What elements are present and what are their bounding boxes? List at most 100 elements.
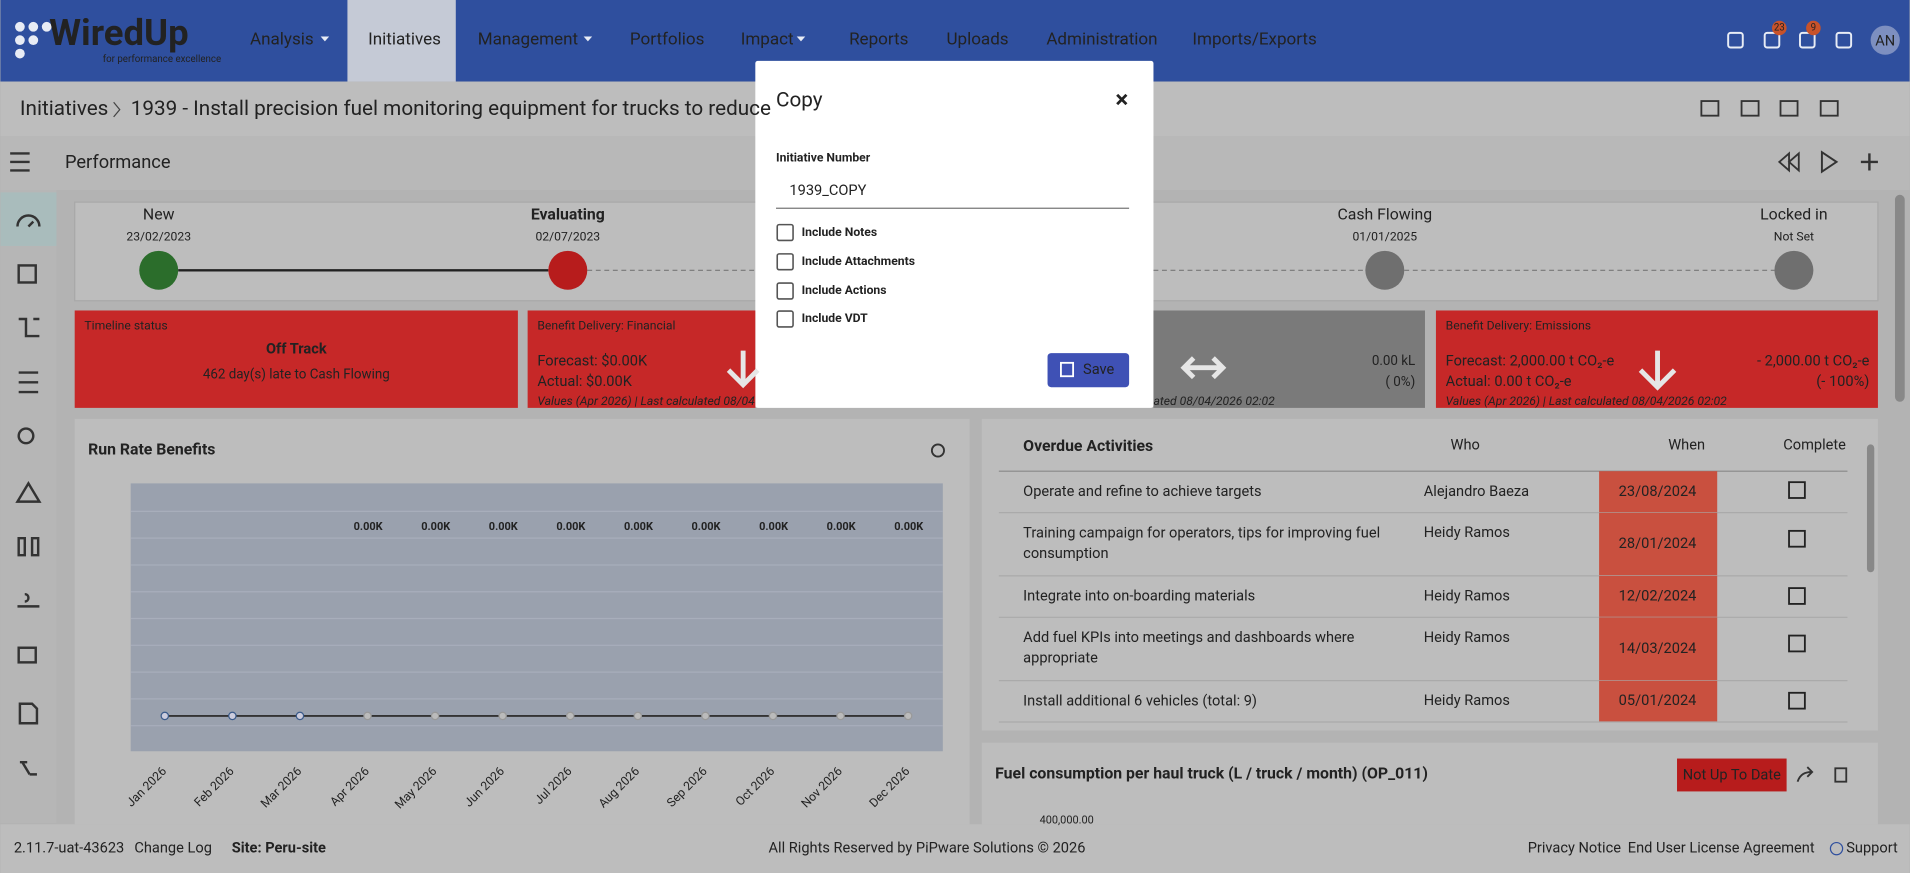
dropdown-caret [320, 36, 330, 42]
complete-checkbox[interactable] [1788, 529, 1806, 548]
nav-item[interactable]: Administration [1046, 30, 1157, 50]
sidebar-active [0, 192, 57, 246]
complete-checkbox[interactable] [1788, 587, 1806, 605]
table-header: Complete [1783, 435, 1846, 453]
point [903, 711, 913, 721]
logo: WiredUp [49, 11, 189, 54]
nav-item[interactable]: Initiatives [368, 30, 441, 50]
toolbar-icon[interactable] [1700, 100, 1720, 117]
link[interactable]: Support [1846, 839, 1898, 857]
panel-title: Run Rate Benefits [88, 440, 215, 459]
point [565, 711, 575, 721]
nav-item[interactable]: Analysis [250, 30, 314, 50]
point [430, 711, 440, 721]
rewind[interactable] [1777, 151, 1800, 173]
table-header: When [1668, 435, 1705, 453]
nav-active [347, 0, 456, 82]
point [768, 711, 778, 721]
toolbar-icon[interactable] [1819, 100, 1839, 117]
nav-icon[interactable] [1727, 31, 1744, 49]
checkbox[interactable] [776, 310, 794, 328]
nav-item[interactable]: Portfolios [630, 30, 705, 50]
card-forecast: Forecast: $0.00K [537, 351, 648, 369]
who: Heidy Ramos [1424, 628, 1510, 646]
data-label: 0.00K [759, 520, 789, 533]
checkbox[interactable] [776, 223, 794, 242]
arrow-down [1638, 350, 1677, 391]
card-percent: (- 100%) [1816, 372, 1869, 390]
when-cell [1599, 471, 1718, 513]
dropdown-caret [796, 36, 806, 42]
plus[interactable] [1860, 153, 1878, 171]
stage-name: New [143, 205, 175, 224]
nav-icon[interactable] [1799, 31, 1816, 49]
status-text: Not Up To Date [1683, 765, 1781, 783]
link[interactable]: Change Log [134, 839, 212, 857]
who: Heidy Ramos [1424, 586, 1510, 604]
stage-date: 23/02/2023 [126, 230, 191, 244]
badge-text: 9 [1811, 23, 1816, 34]
point [228, 711, 237, 721]
share-icon[interactable] [1796, 766, 1814, 783]
badge-text: 23 [1774, 23, 1785, 34]
breadcrumb-title: 1939 - Install precision fuel monitoring… [131, 97, 771, 121]
trash-icon[interactable] [1834, 767, 1848, 783]
data-label: 0.00K [894, 520, 924, 533]
save-label[interactable]: Save [1083, 360, 1114, 378]
stage-date: 01/01/2025 [1352, 230, 1417, 244]
support-icon [1829, 841, 1844, 856]
checkbox[interactable] [776, 282, 794, 300]
overdue-panel [981, 418, 1878, 731]
stage-dot [139, 250, 179, 290]
nav-item[interactable]: Reports [849, 30, 908, 50]
complete-checkbox[interactable] [1788, 634, 1806, 653]
modal-title: Copy [776, 89, 823, 113]
modal-close[interactable]: × [1115, 84, 1128, 113]
point [836, 711, 845, 721]
link[interactable]: End User License Agreement [1628, 839, 1815, 857]
card-title: Benefit Delivery: Emissions [1446, 319, 1591, 333]
avatar[interactable] [1870, 25, 1900, 55]
nav-item[interactable]: Imports/Exports [1192, 30, 1316, 50]
status-chip [1677, 758, 1787, 792]
data-label: 0.00K [556, 520, 586, 533]
nav-item[interactable]: Impact [741, 30, 794, 50]
link[interactable]: Privacy Notice [1528, 839, 1622, 857]
complete-checkbox[interactable] [1788, 691, 1806, 710]
toolbar-icon[interactable] [1779, 100, 1799, 117]
breadcrumb-root[interactable]: Initiatives [20, 97, 108, 121]
card [1153, 310, 1425, 408]
avatar-text: AN [1875, 31, 1895, 49]
when-cell [1599, 617, 1718, 681]
nav-icon[interactable] [1835, 31, 1853, 49]
nav-icon[interactable] [1763, 31, 1781, 49]
card-footer: Values (Apr 2026) | Last calculated 08/0… [1446, 394, 1727, 408]
stage-dot [1774, 250, 1814, 290]
play[interactable] [1820, 150, 1839, 174]
stage-name: Evaluating [531, 205, 605, 224]
nav-item[interactable]: Management [478, 30, 578, 50]
settings-icon[interactable] [930, 443, 945, 458]
axis-label: 400,000.00 [1040, 814, 1094, 827]
data-label: 0.00K [354, 520, 384, 533]
checkbox-label: Include Notes [802, 225, 878, 239]
checkbox[interactable] [776, 253, 794, 271]
complete-checkbox[interactable] [1788, 481, 1806, 499]
arrow-both [1180, 356, 1227, 380]
who: Heidy Ramos [1424, 523, 1510, 541]
toolbar-icon[interactable] [1740, 100, 1760, 117]
card-value: - 2,000.00 t CO₂-e [1757, 351, 1870, 369]
data-label: 0.00K [692, 520, 722, 533]
nav-item[interactable]: Uploads [946, 30, 1008, 50]
save-button[interactable] [1047, 353, 1130, 388]
data-label: 0.00K [489, 520, 519, 533]
activity: Integrate into on-boarding materials [1023, 586, 1255, 604]
point [498, 711, 507, 721]
checkbox-label: Include VDT [802, 311, 869, 325]
table-title: Overdue Activities [1023, 436, 1153, 455]
point [160, 711, 170, 721]
site: Site: Peru-site [232, 839, 326, 857]
data-label: 0.00K [624, 520, 654, 533]
when-cell [1599, 680, 1718, 723]
